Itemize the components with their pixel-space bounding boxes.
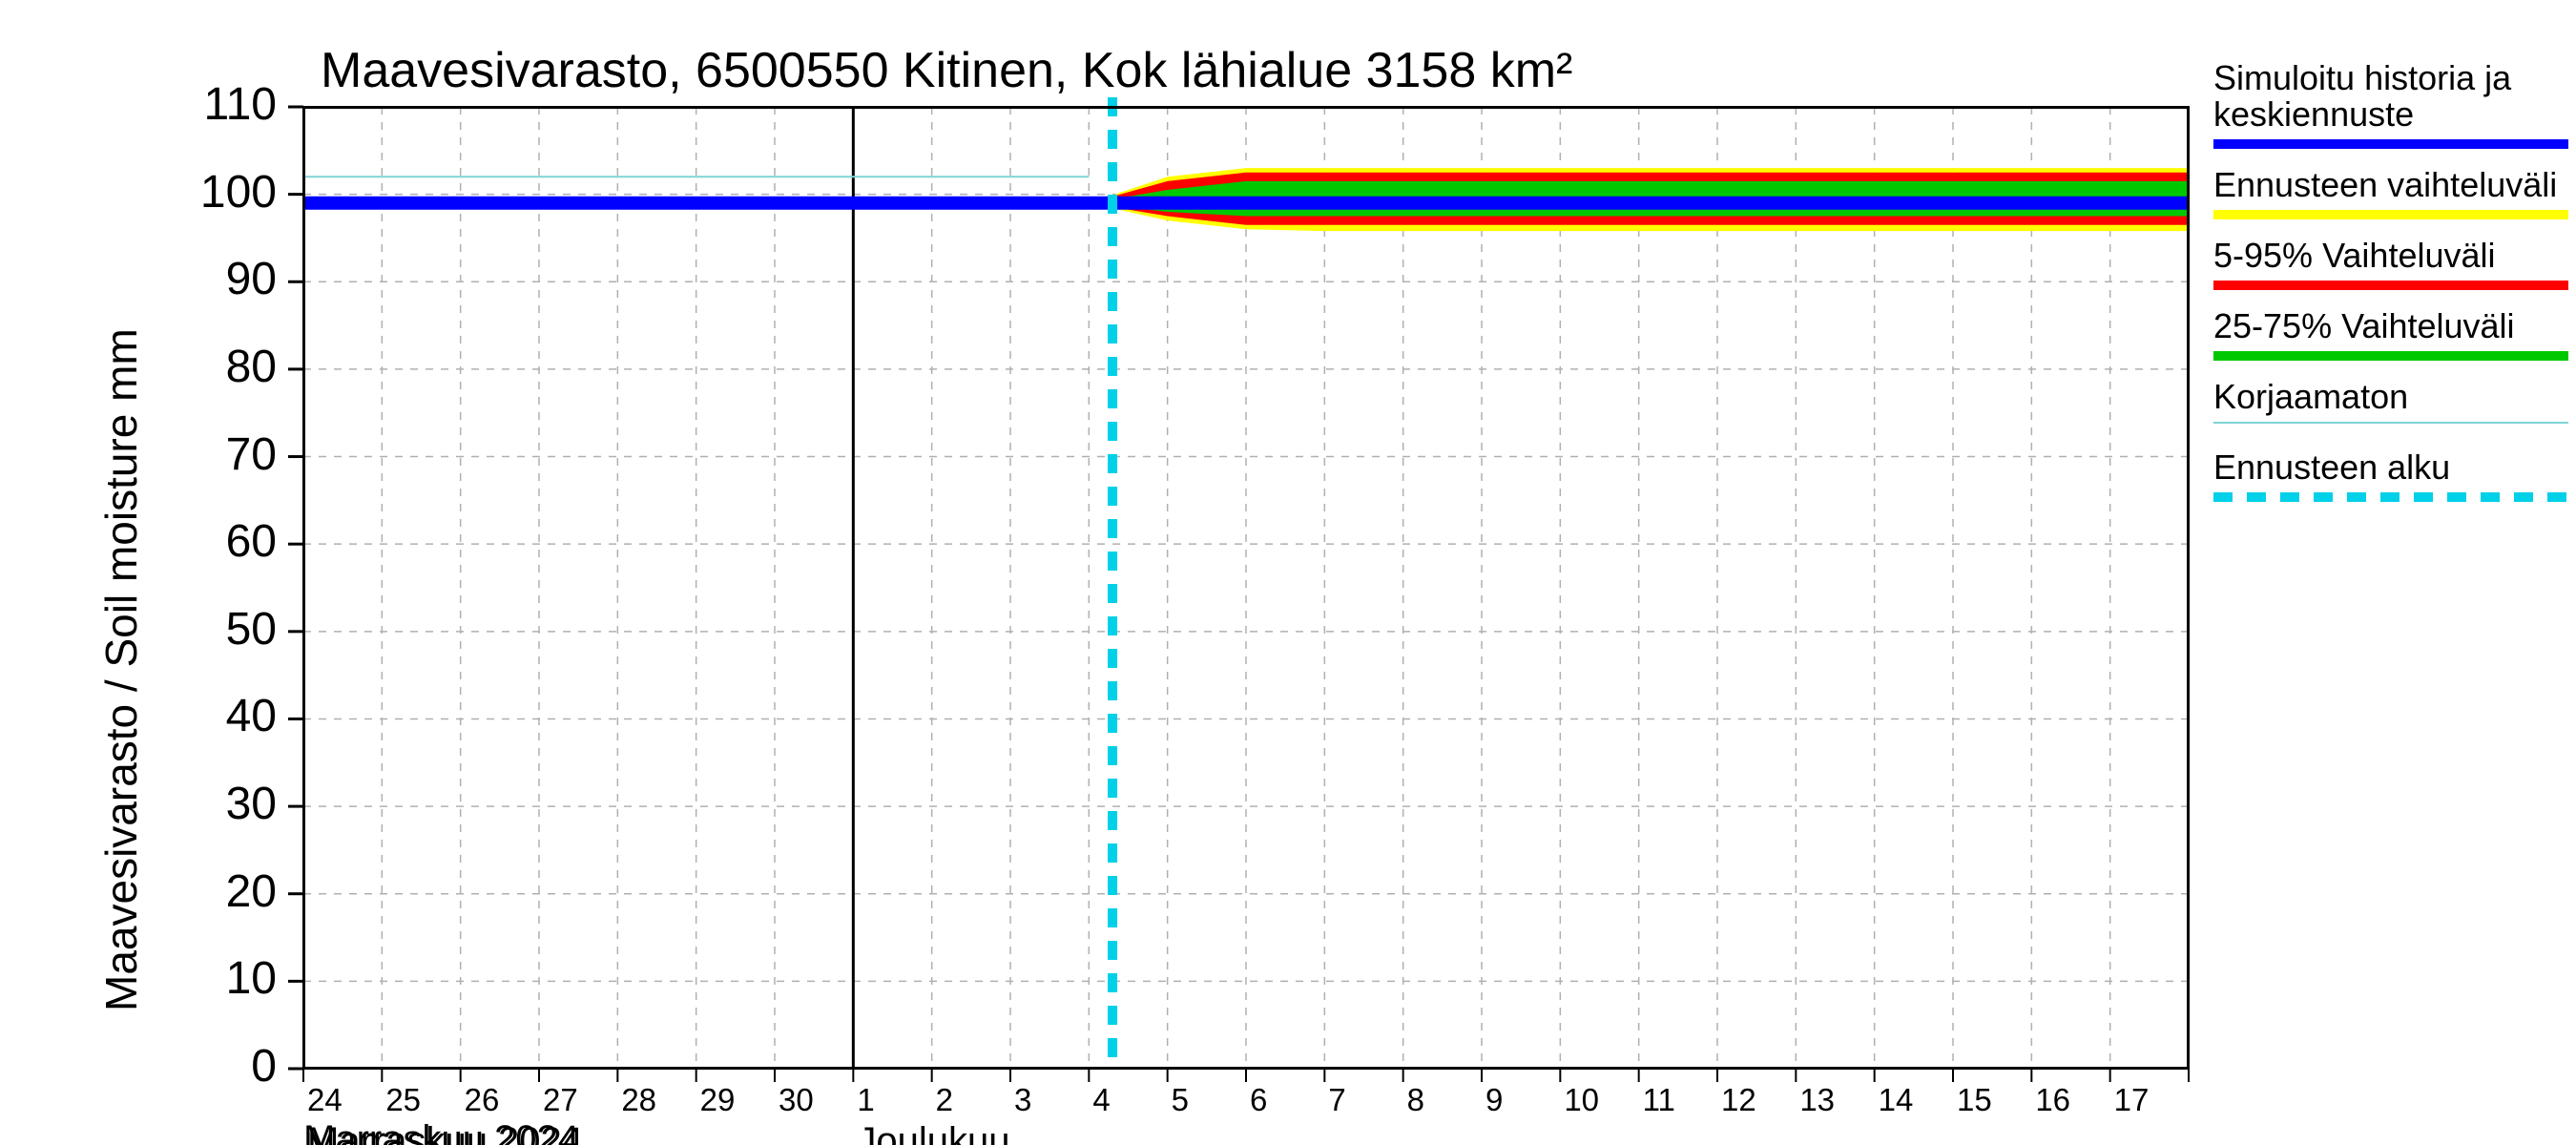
legend-swatch xyxy=(2213,492,2568,502)
x-tick-label: 15 xyxy=(1957,1082,1992,1118)
legend-swatch xyxy=(2213,139,2568,149)
y-tick-label: 80 xyxy=(191,341,277,393)
x-tick-label: 2 xyxy=(936,1082,953,1118)
x-tick-label: 25 xyxy=(385,1082,421,1118)
legend-swatch xyxy=(2213,422,2568,424)
x-tick-label: 8 xyxy=(1407,1082,1424,1118)
x-tick-label: 11 xyxy=(1643,1082,1675,1118)
x-tick-label: 17 xyxy=(2114,1082,2150,1118)
y-axis-label: Maavesivarasto / Soil moisture mm xyxy=(95,328,147,1011)
chart-container: Maavesivarasto, 6500550 Kitinen, Kok läh… xyxy=(0,0,2576,1145)
legend-label: 25-75% Vaihteluväli xyxy=(2213,307,2515,345)
x-tick-label: 30 xyxy=(779,1082,814,1118)
y-tick-label: 100 xyxy=(191,166,277,219)
legend-swatch xyxy=(2213,281,2568,290)
x-tick-label: 14 xyxy=(1879,1082,1914,1118)
x-tick-label: 24 xyxy=(307,1082,343,1118)
x-tick-label: 6 xyxy=(1250,1082,1267,1118)
y-tick-label: 60 xyxy=(191,515,277,568)
x-tick-label: 27 xyxy=(543,1082,578,1118)
y-tick-label: 40 xyxy=(191,690,277,742)
x-tick-label: 16 xyxy=(2035,1082,2070,1118)
x-tick-label: 9 xyxy=(1485,1082,1503,1118)
y-tick-label: 50 xyxy=(191,603,277,656)
y-tick-label: 20 xyxy=(191,865,277,918)
legend-label: Ennusteen alku xyxy=(2213,448,2450,487)
x-tick-label: 29 xyxy=(700,1082,736,1118)
y-tick-label: 10 xyxy=(191,952,277,1005)
x-tick-label: 13 xyxy=(1799,1082,1835,1118)
y-tick-label: 90 xyxy=(191,253,277,305)
x-tick-label: 28 xyxy=(621,1082,656,1118)
x-tick-label: 5 xyxy=(1172,1082,1189,1118)
legend-label: 5-95% Vaihteluväli xyxy=(2213,237,2496,275)
y-tick-label: 0 xyxy=(191,1040,277,1093)
x-tick-label: 1 xyxy=(857,1082,874,1118)
x-tick-label: 26 xyxy=(465,1082,500,1118)
legend-swatch xyxy=(2213,351,2568,361)
x-tick-label: 3 xyxy=(1014,1082,1031,1118)
x-tick-label: 10 xyxy=(1564,1082,1599,1118)
x-tick-label: 7 xyxy=(1328,1082,1345,1118)
legend-label: Ennusteen vaihteluväli xyxy=(2213,166,2557,204)
x-tick-label: 12 xyxy=(1721,1082,1756,1118)
y-tick-label: 110 xyxy=(191,78,277,131)
legend-label: Simuloitu historia ja xyxy=(2213,59,2511,97)
x-tick-label: 4 xyxy=(1092,1082,1110,1118)
y-tick-label: 30 xyxy=(191,778,277,830)
plot-area xyxy=(303,107,2189,1069)
chart-title: Maavesivarasto, 6500550 Kitinen, Kok läh… xyxy=(321,42,1572,99)
legend-swatch xyxy=(2213,210,2568,219)
y-tick-label: 70 xyxy=(191,428,277,481)
month1-fi-label: Marraskuu 2024 xyxy=(303,1118,579,1145)
legend-label: Korjaamaton xyxy=(2213,378,2408,416)
month2-fi: Joulukuu xyxy=(857,1120,1009,1145)
legend-label: keskiennuste xyxy=(2213,95,2414,134)
